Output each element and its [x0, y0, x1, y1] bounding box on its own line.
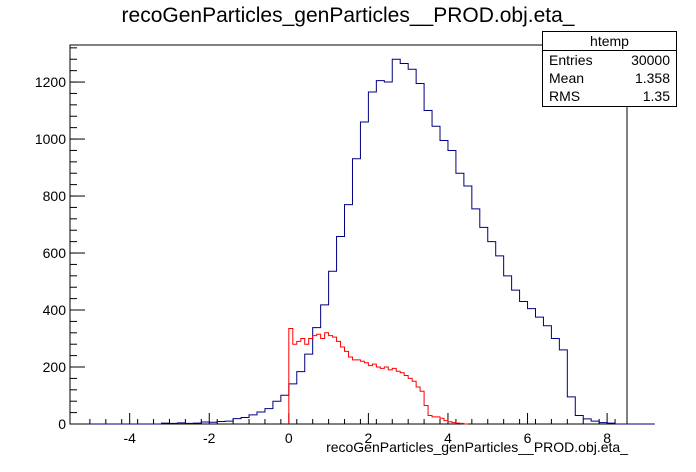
- y-tick-label: 400: [43, 302, 67, 318]
- stats-mean-row: Mean 1.358: [543, 69, 676, 87]
- stats-mean-label: Mean: [549, 70, 585, 86]
- stats-title: htemp: [543, 32, 676, 51]
- stats-rms-row: RMS 1.35: [543, 87, 676, 105]
- x-tick-label: 0: [285, 430, 293, 446]
- stats-entries-value: 30000: [631, 52, 670, 68]
- stats-rms-value: 1.35: [642, 88, 670, 104]
- x-tick-label: 4: [444, 430, 452, 446]
- x-axis-label: recoGenParticles_genParticles__PROD.obj.…: [326, 439, 628, 455]
- x-tick-label: -4: [123, 430, 136, 446]
- y-tick-label: 800: [43, 188, 67, 204]
- stats-box: htemp Entries 30000 Mean 1.358 RMS 1.35: [542, 31, 677, 107]
- chart-title: recoGenParticles_genParticles__PROD.obj.…: [121, 4, 575, 27]
- stats-mean-value: 1.358: [634, 70, 670, 86]
- x-tick-label: 2: [364, 430, 372, 446]
- stats-entries-label: Entries: [549, 52, 593, 68]
- histogram-series-1: [89, 58, 655, 425]
- stats-entries-row: Entries 30000: [543, 51, 676, 69]
- stats-rms-label: RMS: [549, 88, 581, 104]
- y-tick-label: 0: [58, 416, 66, 432]
- y-tick-label: 1000: [35, 131, 66, 147]
- x-tick-label: 6: [524, 430, 532, 446]
- histogram-series-2: [288, 328, 468, 425]
- y-tick-label: 1200: [35, 74, 66, 90]
- x-tick-label: -2: [203, 430, 216, 446]
- x-tick-label: 8: [603, 430, 611, 446]
- y-tick-label: 200: [43, 359, 67, 375]
- plot-frame: [69, 44, 628, 425]
- y-tick-label: 600: [43, 245, 67, 261]
